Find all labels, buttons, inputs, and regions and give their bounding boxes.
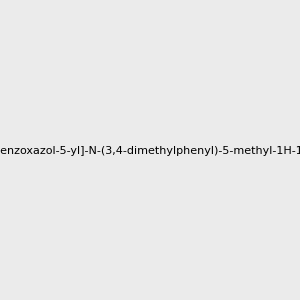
Text: 1-[3-(4-chlorophenyl)-2,1-benzoxazol-5-yl]-N-(3,4-dimethylphenyl)-5-methyl-1H-1,: 1-[3-(4-chlorophenyl)-2,1-benzoxazol-5-y… bbox=[0, 146, 300, 157]
